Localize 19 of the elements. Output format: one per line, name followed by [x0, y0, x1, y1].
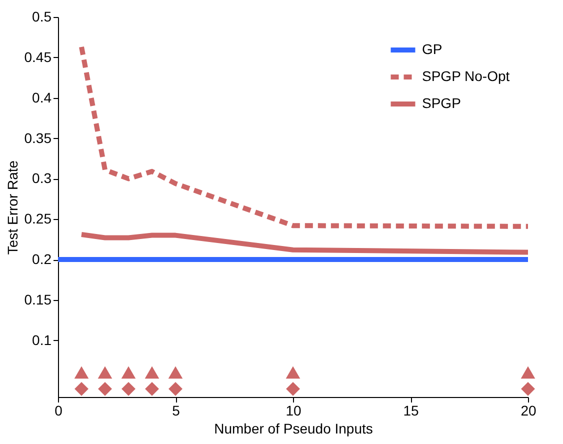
y-tick-label: 0.3 [32, 170, 52, 186]
y-tick-label: 0.2 [32, 251, 52, 268]
legend-label: SPGP No-Opt [422, 68, 510, 84]
y-tick-label: 0.1 [32, 332, 52, 348]
x-tick-label: 5 [172, 402, 180, 418]
legend-label: SPGP [422, 95, 461, 111]
y-axis-title: Test Error Rate [4, 160, 20, 255]
x-tick-label: 0 [54, 402, 63, 418]
y-tick-label: 0.5 [32, 8, 52, 24]
x-tick-label: 20 [520, 402, 536, 418]
x-axis-title: Number of Pseudo Inputs [214, 420, 373, 436]
legend-label: GP [422, 41, 442, 57]
y-tick-label: 0.15 [24, 291, 52, 308]
x-tick-label: 10 [286, 402, 302, 418]
y-tick-label: 0.45 [24, 48, 52, 65]
y-tick-label: 0.35 [24, 130, 52, 146]
y-tick-label: 0.25 [24, 210, 52, 227]
x-tick-label: 15 [403, 402, 419, 418]
y-tick-label: 0.4 [32, 89, 52, 106]
